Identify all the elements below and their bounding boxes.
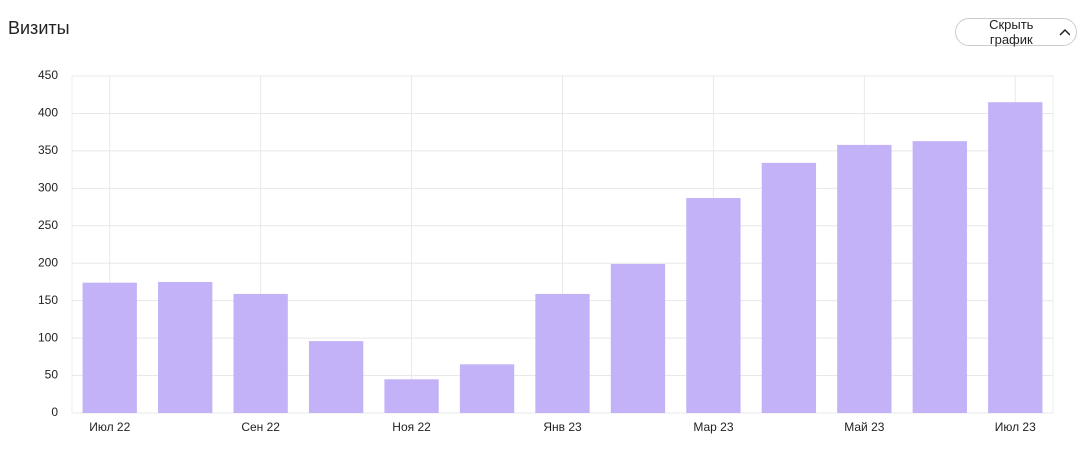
x-tick-label: Янв 23 xyxy=(543,420,582,434)
bar xyxy=(308,341,364,413)
bar xyxy=(761,162,817,413)
bar xyxy=(158,281,213,413)
bar xyxy=(610,263,666,413)
chart-title: Визиты xyxy=(8,18,70,38)
plot-area xyxy=(71,75,1054,414)
y-tick-label: 150 xyxy=(38,293,58,307)
bar xyxy=(82,282,137,413)
bar xyxy=(459,364,515,413)
bar xyxy=(912,141,967,414)
y-tick-label: 450 xyxy=(38,68,58,82)
x-tick-label: Май 23 xyxy=(844,420,885,434)
y-tick-label: 400 xyxy=(38,106,58,120)
hide-chart-button[interactable]: Скрыть график xyxy=(955,17,1077,47)
x-tick-label: Июл 22 xyxy=(89,420,130,434)
x-tick-label: Сен 22 xyxy=(241,420,280,434)
bar xyxy=(837,144,892,414)
x-tick-label: Мар 23 xyxy=(693,420,733,434)
y-tick-label: 50 xyxy=(45,368,59,382)
bar xyxy=(384,379,439,413)
bar xyxy=(535,293,590,413)
bar xyxy=(233,293,288,413)
x-tick-label: Июл 23 xyxy=(995,420,1036,434)
y-tick-label: 200 xyxy=(38,255,58,269)
y-tick-label: 100 xyxy=(38,330,58,344)
chevron-icon xyxy=(1059,28,1070,36)
bar xyxy=(988,102,1043,413)
y-tick-label: 300 xyxy=(38,181,58,195)
y-tick-label: 350 xyxy=(38,143,58,157)
bar xyxy=(686,198,741,413)
button-label: Скрыть график xyxy=(989,17,1034,47)
y-tick-label: 250 xyxy=(38,218,58,232)
x-tick-label: Ноя 22 xyxy=(392,420,431,434)
y-tick-label: 0 xyxy=(51,405,58,419)
